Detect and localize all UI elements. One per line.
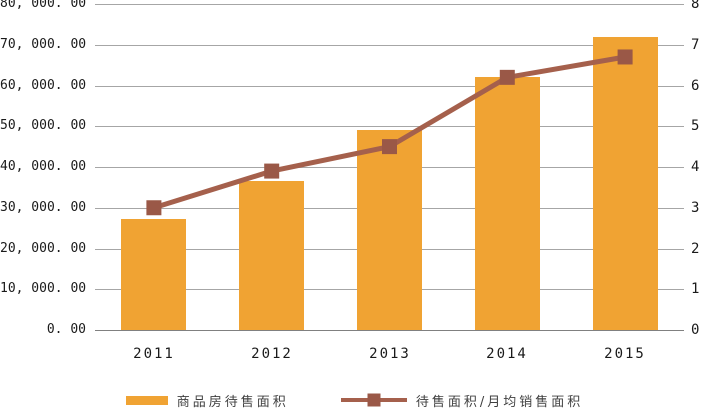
right-axis-tick-label: 2 xyxy=(691,241,700,257)
x-axis-tick-label: 2015 xyxy=(604,346,646,362)
line-series-marker-icon xyxy=(367,393,381,407)
x-axis-tick-label: 2013 xyxy=(369,346,411,362)
x-axis-tick-label: 2012 xyxy=(251,346,293,362)
bar-2015 xyxy=(593,37,658,330)
left-axis-tick-label: 80, 000. 00 xyxy=(0,0,87,11)
bar-2014 xyxy=(475,77,540,330)
left-axis-tick-label: 30, 000. 00 xyxy=(0,200,87,215)
legend-label-bar-series: 商品房待售面积 xyxy=(176,394,289,410)
right-axis-tick-label: 8 xyxy=(691,0,700,12)
right-axis-tick-label: 3 xyxy=(691,200,700,216)
bar-2011 xyxy=(121,219,186,330)
legend-label-line-series: 待售面积/月均销售面积 xyxy=(415,394,584,410)
line-series-swatch-icon xyxy=(340,393,407,407)
right-axis-tick-label: 1 xyxy=(691,281,700,297)
left-axis-tick-label: 20, 000. 00 xyxy=(0,241,87,256)
left-axis-tick-label: 40, 000. 00 xyxy=(0,159,87,174)
right-axis-tick-label: 7 xyxy=(691,37,700,53)
left-axis-tick-label: 70, 000. 00 xyxy=(0,37,87,52)
left-axis-tick-label: 50, 000. 00 xyxy=(0,118,87,133)
line-marker-2011 xyxy=(146,200,162,216)
gridline xyxy=(95,126,684,127)
gridline xyxy=(95,86,684,87)
x-axis-line xyxy=(95,330,684,331)
right-axis-tick-label: 0 xyxy=(691,322,700,338)
x-axis-tick-label: 2011 xyxy=(133,346,175,362)
left-axis-tick-label: 10, 000. 00 xyxy=(0,281,87,296)
left-axis-tick-label: 0. 00 xyxy=(46,322,86,337)
bar-2012 xyxy=(239,181,304,330)
legend: 商品房待售面积 待售面积/月均销售面积 xyxy=(0,389,709,411)
legend-item-line-series: 待售面积/月均销售面积 xyxy=(340,391,584,410)
gridline xyxy=(95,45,684,46)
line-marker-2015 xyxy=(617,49,633,65)
right-axis-tick-label: 4 xyxy=(691,159,700,175)
line-marker-2012 xyxy=(264,163,280,179)
gridline xyxy=(95,4,684,5)
right-axis-tick-label: 6 xyxy=(691,78,700,94)
legend-item-bar-series: 商品房待售面积 xyxy=(125,391,289,410)
line-marker-2013 xyxy=(382,139,397,155)
bar-series-swatch-icon xyxy=(125,395,168,405)
bar-2013 xyxy=(357,130,422,330)
ratio-line xyxy=(153,54,626,211)
right-axis-tick-label: 5 xyxy=(691,118,700,134)
line-marker-2014 xyxy=(499,69,515,85)
x-axis-tick-label: 2014 xyxy=(486,346,528,362)
left-axis-tick-label: 60, 000. 00 xyxy=(0,78,87,93)
